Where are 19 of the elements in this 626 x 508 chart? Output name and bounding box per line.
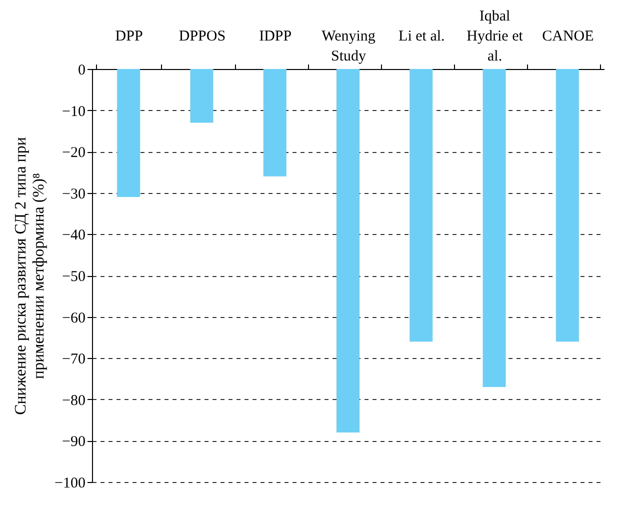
y-tick-label: −100 <box>54 476 86 492</box>
x-tick-label: CANOE <box>542 28 594 44</box>
x-tick-label: Li et al. <box>398 28 445 44</box>
x-tick-label: DPPOS <box>178 28 226 44</box>
y-tick-label: −70 <box>62 352 86 368</box>
x-tick-label: Wenying Study <box>322 28 376 64</box>
y-tick-label: −40 <box>62 228 86 244</box>
y-tick-label: −20 <box>62 145 86 162</box>
y-tick-label: −30 <box>62 186 86 202</box>
y-tick-label: −80 <box>62 392 86 409</box>
x-tick-label: DPP <box>115 28 143 44</box>
x-tick-label: Iqbal Hydrie et al. <box>466 8 524 64</box>
y-tick-label: −60 <box>62 310 86 326</box>
y-tick-label: −10 <box>62 104 86 120</box>
y-tick-label: −90 <box>62 434 86 450</box>
y-tick-label: −50 <box>62 269 86 285</box>
y-tick-label: 0 <box>78 62 86 78</box>
x-tick-label: IDPP <box>259 28 292 44</box>
y-axis-title: Снижение риска развития СД 2 типа при применении метформина (%)⁸ <box>12 136 48 415</box>
